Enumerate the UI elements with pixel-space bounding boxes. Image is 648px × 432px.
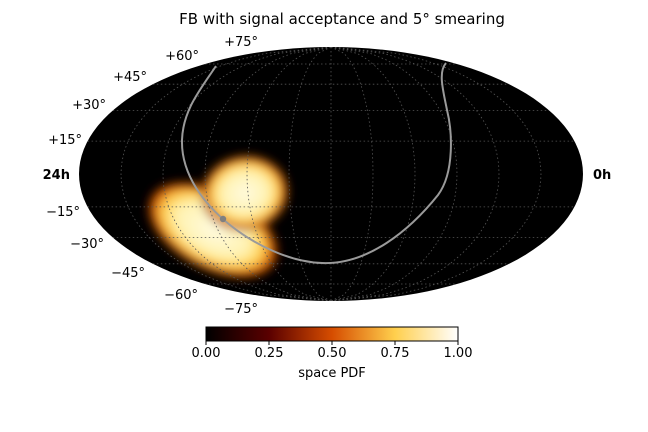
graticule-meridian: [330, 47, 500, 301]
dec-label: +45°: [113, 70, 147, 85]
colorbar-ticks: 0.00 0.25 0.50 0.75 1.00: [192, 341, 473, 361]
colorbar-tick-label: 0.75: [381, 346, 410, 361]
galactic-plane-line: [180, 62, 452, 265]
dec-label: −75°: [224, 302, 258, 317]
source-marker: [219, 215, 227, 223]
dec-label: +60°: [165, 49, 199, 64]
dec-labels-north: +15° +30° +45° +60° +75°: [48, 35, 258, 148]
colorbar-tick-label: 0.00: [192, 346, 221, 361]
dec-label: +75°: [224, 35, 258, 50]
colorbar-tick-label: 1.00: [444, 346, 473, 361]
chart-title: FB with signal acceptance and 5° smearin…: [179, 10, 505, 28]
graticule-meridian: [162, 47, 332, 301]
colorbar-label: space PDF: [298, 366, 366, 381]
dec-labels-south: −15° −30° −45° −60° −75°: [46, 205, 258, 317]
colorbar-gradient: [205, 326, 459, 342]
colorbar-tick-label: 0.50: [318, 346, 347, 361]
colorbar-tick-label: 0.25: [255, 346, 284, 361]
dec-label: +30°: [72, 98, 106, 113]
dec-label: −30°: [70, 237, 104, 252]
graticule-meridian: [288, 47, 332, 301]
lobe-north: [201, 154, 289, 232]
pdf-lobes: [146, 154, 289, 279]
graticule-meridian: [120, 47, 332, 301]
dec-label: −60°: [164, 288, 198, 303]
graticule-meridian: [330, 47, 374, 301]
ra-label-right: 0h: [593, 168, 611, 183]
ra-label-left: 24h: [43, 168, 70, 183]
colorbar: 0.00 0.25 0.50 0.75 1.00 space PDF: [192, 326, 473, 381]
dec-label: −45°: [111, 266, 145, 281]
graticule: [87, 47, 575, 301]
dec-label: −15°: [46, 205, 80, 220]
dec-label: +15°: [48, 133, 82, 148]
graticule-meridian: [330, 47, 542, 301]
